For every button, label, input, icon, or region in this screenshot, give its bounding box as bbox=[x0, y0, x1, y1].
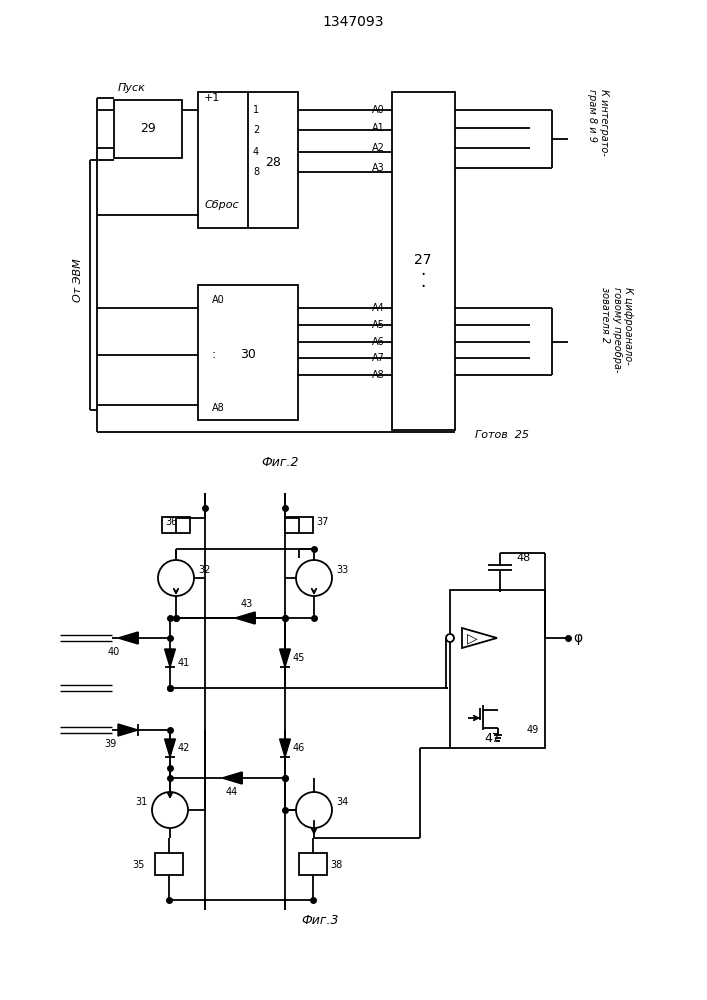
Bar bbox=[198, 92, 298, 228]
Text: A8: A8 bbox=[373, 370, 385, 380]
Text: 46: 46 bbox=[293, 743, 305, 753]
Text: 36: 36 bbox=[165, 517, 177, 527]
Polygon shape bbox=[165, 739, 175, 757]
Bar bbox=[450, 590, 545, 748]
Text: Пуск: Пуск bbox=[118, 83, 146, 93]
Text: Сброс: Сброс bbox=[205, 200, 240, 210]
Text: К цифроанало-
говому преобра-
зователя 2: К цифроанало- говому преобра- зователя 2 bbox=[600, 287, 633, 373]
Text: A5: A5 bbox=[372, 320, 385, 330]
Text: .: . bbox=[421, 261, 426, 279]
Text: 1347093: 1347093 bbox=[322, 15, 384, 29]
Text: 44: 44 bbox=[226, 787, 238, 797]
Bar bbox=[155, 853, 183, 875]
Bar bbox=[198, 285, 298, 420]
Text: 4: 4 bbox=[253, 147, 259, 157]
Text: A2: A2 bbox=[372, 143, 385, 153]
Text: φ: φ bbox=[573, 631, 583, 645]
Text: 39: 39 bbox=[104, 739, 116, 749]
Text: Фиг.3: Фиг.3 bbox=[301, 914, 339, 926]
Text: 35: 35 bbox=[133, 860, 145, 870]
Text: A0: A0 bbox=[212, 295, 225, 305]
Text: От ЭВМ: От ЭВМ bbox=[73, 258, 83, 302]
Text: 38: 38 bbox=[330, 860, 342, 870]
Text: .: . bbox=[421, 273, 426, 291]
Text: ▷: ▷ bbox=[467, 631, 477, 645]
Bar bbox=[162, 517, 190, 533]
Polygon shape bbox=[279, 739, 291, 757]
Text: 45: 45 bbox=[293, 653, 305, 663]
Text: A4: A4 bbox=[373, 303, 385, 313]
Text: A1: A1 bbox=[373, 123, 385, 133]
Text: 33: 33 bbox=[336, 565, 349, 575]
Text: 2: 2 bbox=[253, 125, 259, 135]
Text: 8: 8 bbox=[253, 167, 259, 177]
Text: 34: 34 bbox=[336, 797, 349, 807]
Bar bbox=[392, 92, 455, 430]
Polygon shape bbox=[118, 724, 138, 736]
Text: 48: 48 bbox=[516, 553, 530, 563]
Text: 47: 47 bbox=[484, 732, 500, 744]
Polygon shape bbox=[279, 649, 291, 667]
Bar bbox=[299, 853, 327, 875]
Text: К интеграто-
грам 8 и 9: К интеграто- грам 8 и 9 bbox=[587, 89, 609, 155]
Text: Фиг.2: Фиг.2 bbox=[262, 456, 299, 470]
Text: 31: 31 bbox=[136, 797, 148, 807]
Text: A3: A3 bbox=[373, 163, 385, 173]
Text: 41: 41 bbox=[178, 658, 190, 668]
Text: 28: 28 bbox=[265, 155, 281, 168]
Text: 1: 1 bbox=[253, 105, 259, 115]
Polygon shape bbox=[222, 772, 242, 784]
Text: :: : bbox=[212, 349, 216, 361]
Text: A6: A6 bbox=[373, 337, 385, 347]
Text: 37: 37 bbox=[316, 517, 328, 527]
Circle shape bbox=[446, 634, 454, 642]
Text: 49: 49 bbox=[527, 725, 539, 735]
Polygon shape bbox=[118, 632, 138, 644]
Text: 30: 30 bbox=[240, 349, 256, 361]
Bar bbox=[114, 100, 182, 158]
Text: Готов  25: Готов 25 bbox=[475, 430, 529, 440]
Text: +1: +1 bbox=[204, 93, 220, 103]
Text: 27: 27 bbox=[414, 253, 432, 267]
Text: 42: 42 bbox=[178, 743, 190, 753]
Polygon shape bbox=[165, 649, 175, 667]
Text: A0: A0 bbox=[373, 105, 385, 115]
Text: 29: 29 bbox=[140, 122, 156, 135]
Text: 43: 43 bbox=[241, 599, 253, 609]
Text: A7: A7 bbox=[372, 353, 385, 363]
Text: 32: 32 bbox=[198, 565, 211, 575]
Bar bbox=[285, 517, 313, 533]
Polygon shape bbox=[235, 612, 255, 624]
Text: 40: 40 bbox=[108, 647, 120, 657]
Text: A8: A8 bbox=[212, 403, 225, 413]
